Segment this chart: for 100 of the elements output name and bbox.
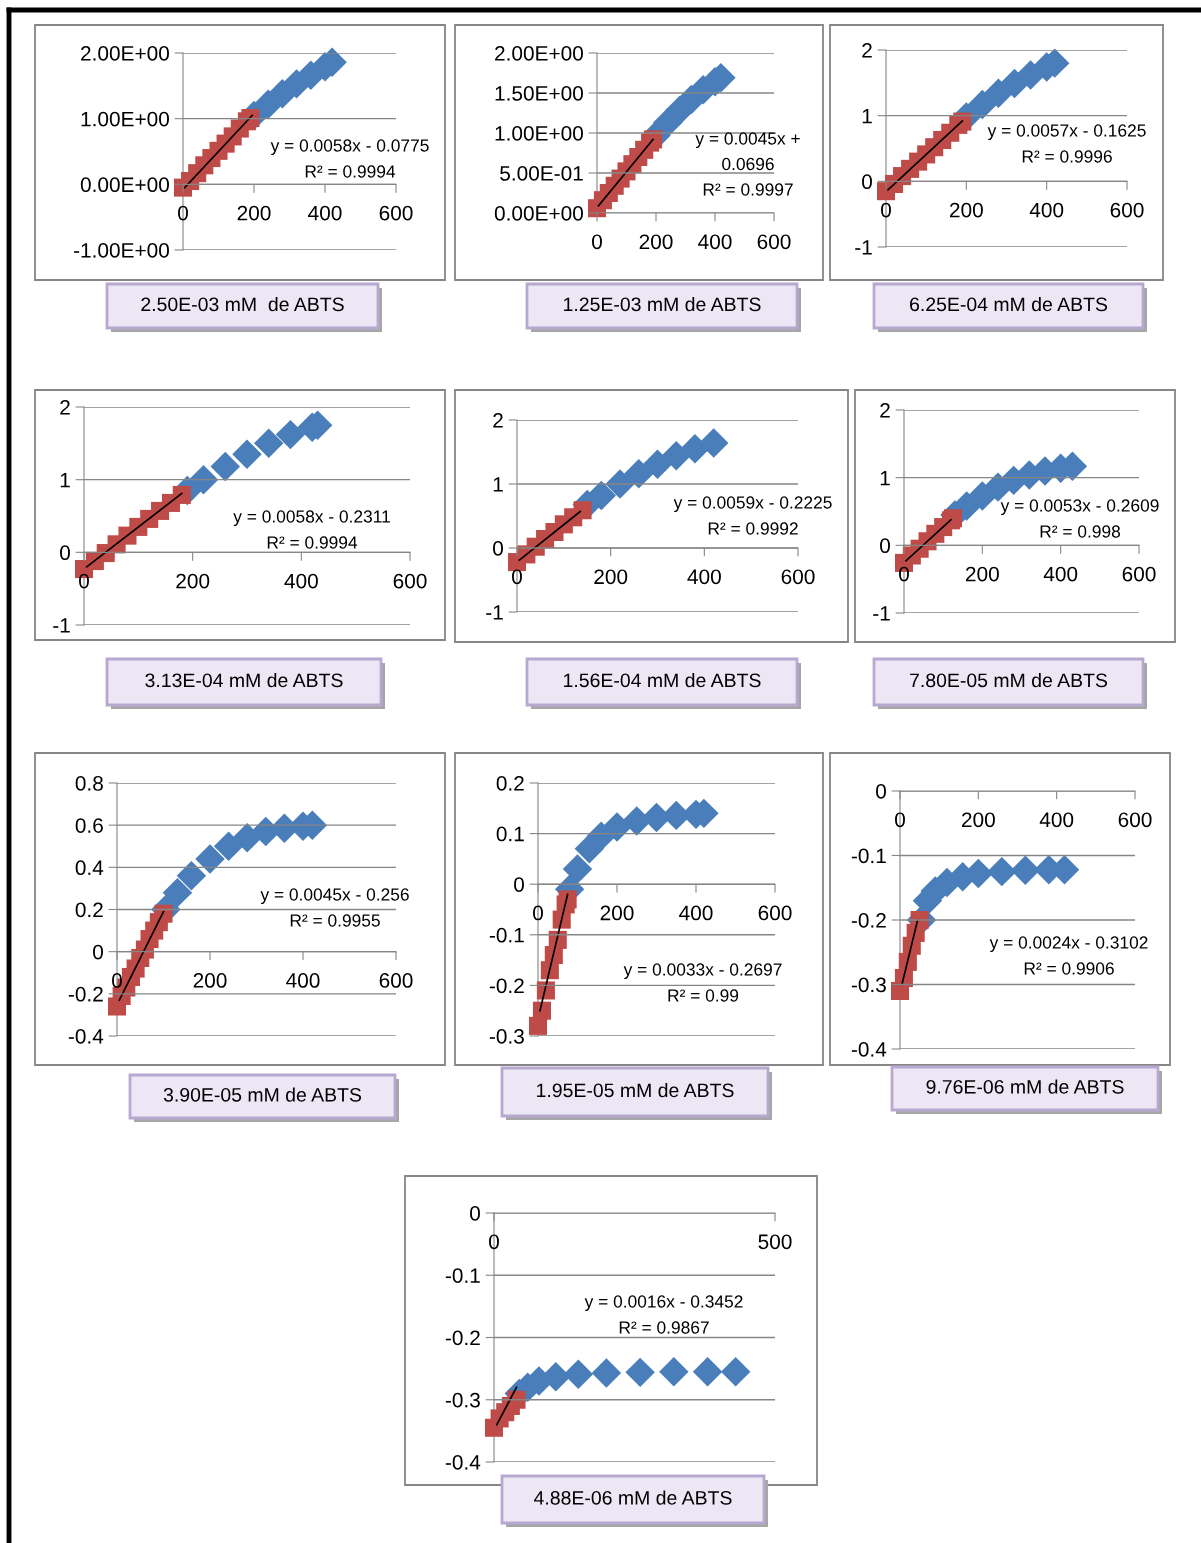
y-tick-label: 0.00E+00 [494, 206, 583, 221]
x-tick-label: 200 [950, 202, 983, 218]
y-tick-label: -0.1 [851, 848, 886, 864]
x-tick-label: 500 [758, 1234, 792, 1250]
y-tick-label: 1.50E+00 [495, 86, 583, 101]
x-tick-label: 600 [1118, 812, 1152, 828]
y-tick-label: 0.2 [496, 776, 524, 791]
y-tick-label: 0 [60, 545, 70, 561]
annotation: R² = 0.9992 [708, 522, 798, 535]
x-tick-label: 200 [237, 205, 271, 221]
y-tick-label: 2.00E+00 [81, 46, 169, 61]
x-tick-label: 0 [178, 205, 188, 221]
annotation: y = 0.0024x - 0.3102 [989, 936, 1148, 953]
y-tick-label: 1 [880, 470, 890, 486]
y-tick-label: 0 [514, 877, 524, 892]
y-tick-label: -1 [53, 618, 70, 633]
text: 6.25E-04 mM de ABTS [910, 296, 1108, 312]
x-tick-label: 400 [687, 569, 721, 585]
annotation: R² = 0.9994 [305, 165, 396, 178]
y-tick-label: -0.3 [851, 977, 886, 993]
annotation: y = 0.0053x - 0.2609 [1000, 499, 1159, 516]
annotation: R² = 0.99 [668, 989, 739, 1002]
y-tick-label: 5.00E-01 [500, 166, 583, 181]
text: 9.76E-06 mM de ABTS [926, 1079, 1124, 1094]
annotation: 0.0696 [722, 157, 774, 171]
y-tick-label: -0.4 [68, 1029, 104, 1044]
annotation: y = 0.0058x - 0.0775 [270, 139, 429, 156]
x-tick-label: 0 [895, 812, 905, 828]
text: 1.95E-05 mM de ABTS [537, 1082, 734, 1098]
annotation: R² = 0.9955 [290, 914, 380, 927]
y-tick-label: -0.2 [445, 1330, 480, 1346]
y-tick-label: 0 [880, 538, 890, 554]
annotation: y = 0.0045x - 0.256 [260, 888, 409, 905]
y-tick-label: -0.3 [445, 1392, 480, 1408]
annotation: y = 0.0016x - 0.3452 [584, 1295, 743, 1312]
y-tick-label: 2 [862, 43, 872, 58]
x-tick-label: 400 [679, 905, 713, 921]
text: 4.88E-06 mM de ABTS [534, 1490, 732, 1505]
x-tick-label: 600 [393, 573, 427, 589]
x-tick-label: 200 [594, 569, 628, 585]
y-tick-label: -1 [873, 606, 890, 621]
x-tick-label: 600 [379, 205, 413, 221]
text: 2.50E-03 mM de ABTS [141, 296, 344, 312]
y-tick-label: 0 [876, 784, 886, 799]
text: 3.90E-05 mM de ABTS [163, 1087, 362, 1102]
y-tick-label: -1 [486, 605, 503, 620]
x-tick-label: 200 [193, 973, 227, 988]
x-tick-label: 400 [1029, 202, 1064, 218]
x-tick-label: 400 [1043, 566, 1078, 582]
x-tick-label: 400 [308, 205, 342, 221]
y-tick-label: 0.00E+00 [80, 177, 169, 193]
y-tick-label: 1 [493, 477, 503, 492]
y-tick-label: -0.1 [445, 1268, 480, 1283]
y-tick-label: 0.4 [75, 860, 104, 876]
y-tick-label: 0 [493, 541, 503, 556]
y-tick-label: 1 [862, 108, 872, 124]
y-tick-label: 0.2 [75, 902, 103, 918]
y-tick-label: -0.3 [489, 1029, 524, 1044]
text: 7.80E-05 mM de ABTS [910, 672, 1108, 688]
x-tick-label: 200 [600, 905, 634, 921]
y-tick-label: -0.2 [489, 978, 524, 994]
annotation: R² = 0.9996 [1022, 150, 1112, 163]
x-tick-label: 600 [379, 973, 413, 988]
annotation: R² = 0.9867 [619, 1321, 709, 1334]
y-tick-label: 1.00E+00 [81, 111, 169, 127]
x-tick-label: 600 [758, 905, 792, 921]
annotation: R² = 0.998 [1040, 525, 1121, 538]
x-tick-label: 400 [284, 573, 318, 589]
y-tick-label: -0.4 [851, 1042, 887, 1057]
annotation: y = 0.0057x - 0.1625 [987, 124, 1146, 141]
y-tick-label: 0.6 [75, 818, 103, 833]
x-tick-label: 600 [781, 569, 815, 585]
y-tick-label: 0.8 [75, 776, 103, 791]
y-tick-label: 1.00E+00 [495, 126, 583, 141]
annotation: y = 0.0059x - 0.2225 [673, 496, 832, 513]
y-tick-label: -1 [855, 240, 872, 255]
y-tick-label: 2 [493, 413, 503, 428]
x-tick-label: 400 [1039, 812, 1074, 828]
y-tick-label: 0 [862, 174, 872, 190]
x-tick-label: 200 [639, 234, 673, 250]
y-tick-label: 2 [60, 400, 70, 415]
annotation: y = 0.0045x + [695, 132, 800, 149]
y-tick-label: -0.2 [851, 913, 886, 928]
y-tick-label: 0 [93, 944, 103, 960]
x-tick-label: 0 [592, 234, 602, 250]
text: 3.13E-04 mM de ABTS [145, 672, 343, 688]
x-tick-label: 400 [698, 234, 732, 250]
y-tick-label: 0 [470, 1206, 480, 1221]
annotation: R² = 0.9906 [1024, 962, 1114, 975]
x-tick-label: 200 [966, 566, 999, 582]
annotation: y = 0.0058x - 0.2311 [233, 510, 390, 527]
x-tick-label: 200 [962, 812, 995, 828]
text: 1.25E-03 mM de ABTS [564, 296, 761, 312]
annotation: y = 0.0033x - 0.2697 [623, 963, 782, 980]
y-tick-label: -1.00E+00 [74, 243, 169, 258]
y-tick-label: 1 [60, 472, 70, 488]
y-tick-label: 0.1 [496, 826, 524, 842]
x-tick-label: 600 [1122, 566, 1156, 582]
y-tick-label: 2.00E+00 [495, 46, 583, 61]
y-tick-label: -0.4 [445, 1455, 481, 1470]
